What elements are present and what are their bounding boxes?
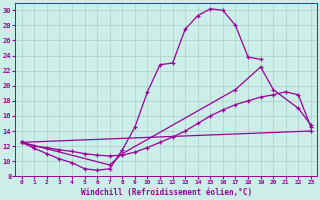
X-axis label: Windchill (Refroidissement éolien,°C): Windchill (Refroidissement éolien,°C) [81,188,252,197]
